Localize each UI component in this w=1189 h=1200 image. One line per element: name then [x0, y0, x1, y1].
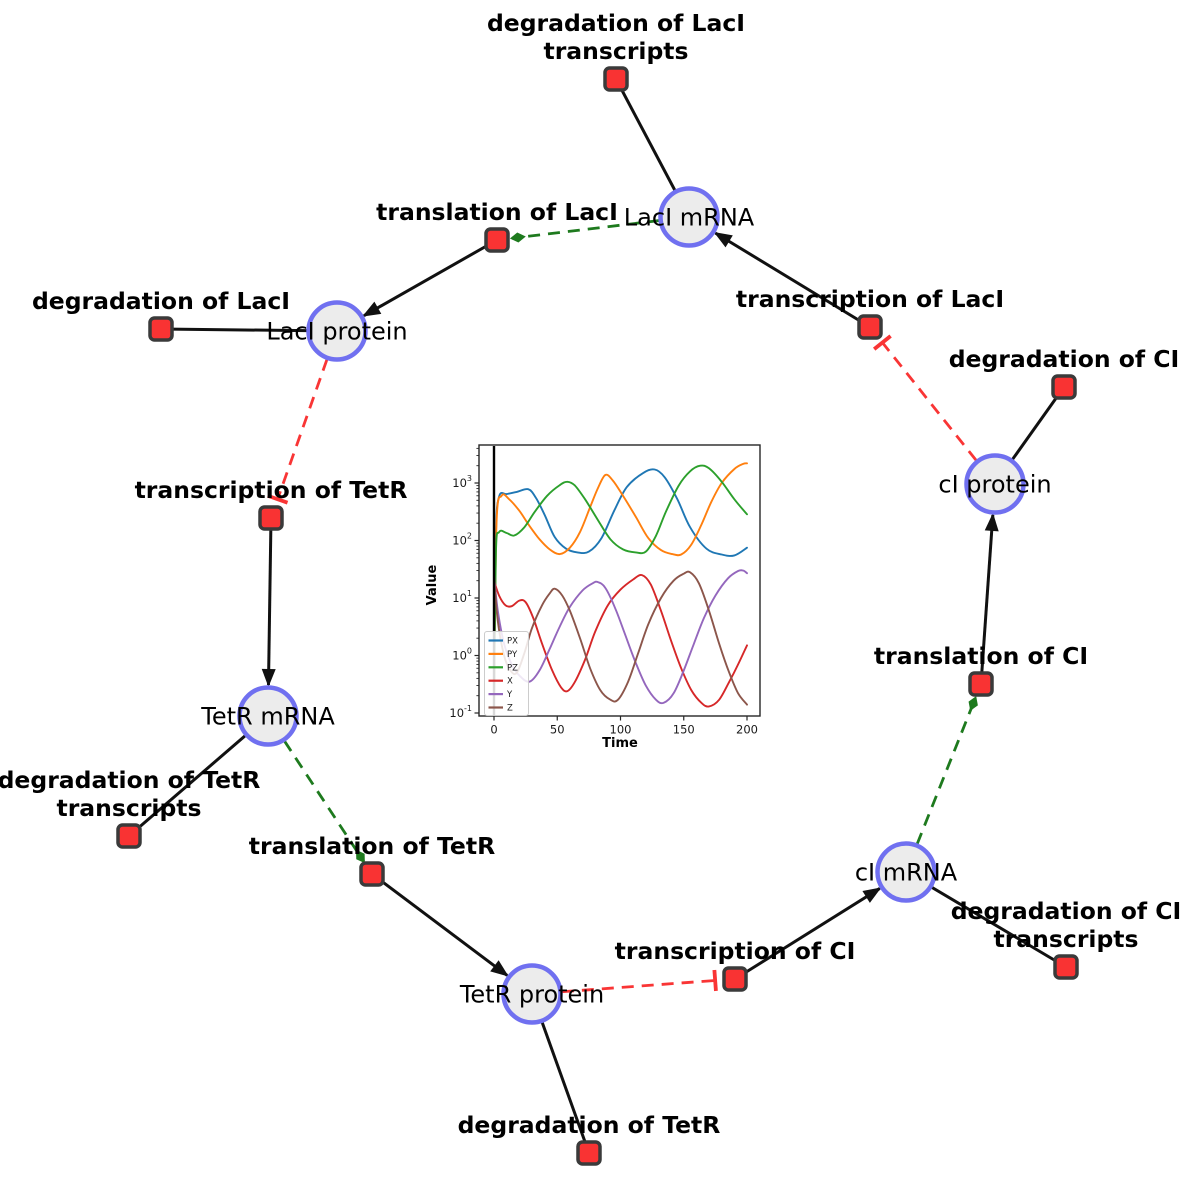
chart-series-Z: [493, 570, 748, 706]
edge-production--transcription-of-CI--cI-mRNA: [734, 887, 882, 981]
chart-y-axis-title: Value: [425, 564, 440, 605]
reaction-label-degradation-of-CI-line1: degradation of CI: [949, 345, 1180, 373]
species-node-lacI-mRNA: [658, 186, 720, 248]
reaction-label-transcription-of-LacI-line1: transcription of LacI: [736, 285, 1004, 313]
reaction-label-degradation-of-CI-transcripts-line2: transcripts: [993, 925, 1138, 953]
reaction-node-degradation-of-LacI: [148, 316, 174, 342]
y-tick-label: 100: [452, 647, 472, 663]
reaction-node-degradation-of-CI: [1051, 374, 1077, 400]
edge-catalysis--lacI-mRNA--translation-of-LacI: [509, 219, 660, 243]
chart-series-PX: [493, 468, 748, 704]
reaction-label-transcription-of-CI-line1: transcription of CI: [615, 937, 856, 965]
species-label-cI-mRNA: cI mRNA: [855, 859, 958, 887]
edge-production--translation-of-LacI--lacI-protein: [362, 238, 498, 317]
reaction-label-degradation-of-TetR-transcripts-line1: degradation of TetR: [0, 766, 260, 794]
reaction-node-translation-of-CI: [968, 671, 994, 697]
y-tick-label: 10-1: [449, 704, 472, 720]
reaction-node-transcription-of-TetR: [258, 505, 284, 531]
edge-inhibition--cI-protein--transcription-of-LacI: [872, 334, 978, 462]
reaction-label-degradation-of-LacI-line1: degradation of LacI: [32, 287, 290, 315]
species-node-lacI-protein: [306, 300, 368, 362]
chart-series-PY: [493, 462, 748, 704]
x-tick-label: 150: [673, 723, 695, 737]
legend-label-PX: PX: [507, 637, 518, 647]
legend-label-X: X: [507, 677, 513, 687]
species-label-tetR-mRNA: TetR mRNA: [200, 703, 335, 731]
reaction-label-degradation-of-LacI-transcripts-line1: degradation of LacI: [487, 9, 745, 37]
y-tick-label: 101: [452, 589, 472, 605]
reaction-label-degradation-of-CI-transcripts-line1: degradation of CI: [951, 897, 1182, 925]
reaction-label-transcription-of-TetR-line1: transcription of TetR: [135, 476, 408, 504]
species-label-cI-protein: cI protein: [938, 471, 1051, 499]
chart-series-X: [493, 573, 748, 708]
legend-label-PY: PY: [507, 650, 518, 660]
edge-production--translation-of-TetR--tetR-protein: [371, 872, 509, 977]
chart-axes-frame: [478, 444, 761, 717]
reaction-node-degradation-of-TetR-transcripts: [116, 823, 142, 849]
edge-inhibition--tetR-protein--transcription-of-CI: [561, 969, 718, 994]
reaction-node-degradation-of-LacI-transcripts: [603, 66, 629, 92]
reaction-label-translation-of-LacI-line1: translation of LacI: [376, 198, 618, 226]
species-node-cI-protein: [964, 453, 1026, 515]
legend-label-PZ: PZ: [507, 663, 518, 673]
chart-series-PZ: [493, 464, 748, 704]
reaction-label-degradation-of-TetR-line1: degradation of TetR: [458, 1111, 721, 1139]
legend-label-Y: Y: [506, 690, 513, 700]
reaction-node-degradation-of-CI-transcripts: [1053, 954, 1079, 980]
edge-production--translation-of-CI--cI-protein: [979, 512, 999, 685]
x-tick-label: 50: [550, 723, 565, 737]
species-label-lacI-mRNA: LacI mRNA: [624, 204, 755, 232]
inset-timeseries-chart: 10-1 100 101 102 103 0 50 100 150 200 PX PY PZ XYZ Ti…: [425, 444, 761, 751]
reaction-nodes-layer: [116, 66, 1079, 1166]
reaction-node-translation-of-TetR: [359, 861, 385, 887]
edge-catalysis--cI-mRNA--translation-of-CI: [915, 696, 978, 845]
reaction-node-degradation-of-TetR: [576, 1140, 602, 1166]
x-tick-label: 200: [736, 723, 758, 737]
y-tick-label: 102: [452, 532, 472, 548]
reaction-label-translation-of-CI-line1: translation of CI: [874, 642, 1088, 670]
species-label-lacI-protein: LacI protein: [266, 318, 407, 346]
x-tick-label: 0: [490, 723, 497, 737]
reaction-label-degradation-of-LacI-transcripts-line2: transcripts: [543, 37, 688, 65]
reaction-node-transcription-of-LacI: [857, 314, 883, 340]
edge-production--transcription-of-LacI--lacI-mRNA: [713, 231, 871, 329]
edge-production--transcription-of-TetR--tetR-mRNA: [261, 517, 276, 688]
x-tick-label: 100: [610, 723, 632, 737]
reaction-label-translation-of-TetR-line1: translation of TetR: [249, 832, 495, 860]
edge-catalysis--tetR-mRNA--translation-of-TetR: [283, 740, 365, 864]
chart-plot-area: [492, 446, 748, 716]
species-node-tetR-protein: [501, 963, 563, 1025]
reaction-node-translation-of-LacI: [484, 227, 510, 253]
edge-inhibition--lacI-protein--transcription-of-TetR: [267, 358, 329, 505]
edge-plain--cI-mRNA--degradation-of-CI-transcripts: [905, 870, 1067, 969]
chart-legend: PX PY PZ XYZ: [484, 631, 529, 716]
species-node-tetR-mRNA: [237, 685, 299, 747]
chart-x-axis-title: Time: [602, 736, 638, 751]
species-nodes-layer: [237, 186, 1026, 1025]
reaction-node-transcription-of-CI: [722, 966, 748, 992]
legend-label-Z: Z: [507, 704, 513, 714]
reaction-label-degradation-of-TetR-transcripts-line2: transcripts: [56, 794, 201, 822]
labels-layer: LacI mRNA LacI protein TetR mRNA TetR prote…: [0, 9, 1181, 1139]
y-tick-label: 103: [452, 474, 472, 490]
species-label-tetR-protein: TetR protein: [459, 981, 604, 1009]
species-node-cI-mRNA: [875, 841, 937, 903]
